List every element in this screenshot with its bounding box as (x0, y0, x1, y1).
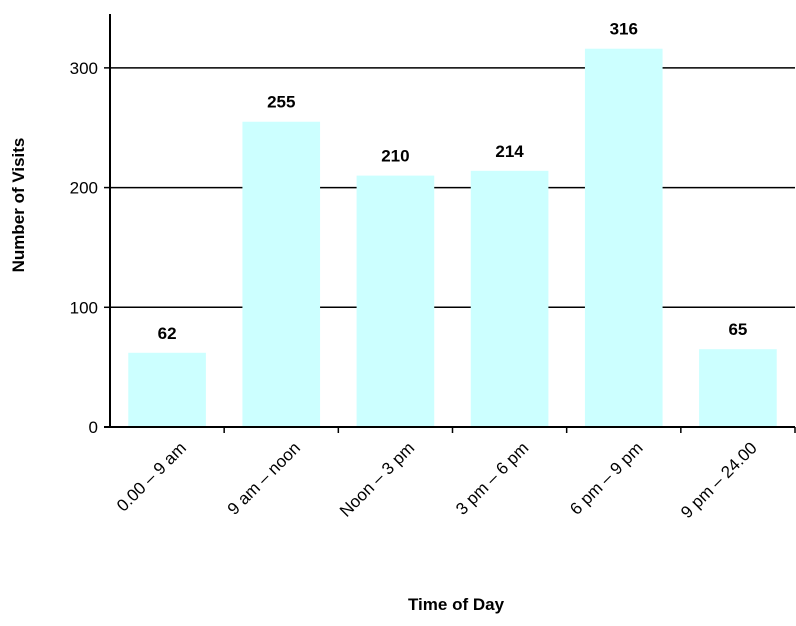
data-label: 62 (158, 324, 177, 343)
x-axis-title: Time of Day (408, 595, 505, 614)
bars (128, 48, 777, 427)
data-label: 214 (495, 142, 524, 161)
y-tick-label: 300 (70, 59, 98, 78)
bar (584, 48, 663, 427)
bar (242, 121, 321, 427)
y-tick-label: 0 (89, 418, 98, 437)
x-tick-label: 3 pm – 6 pm (452, 438, 532, 518)
data-label: 210 (381, 147, 409, 166)
bar (699, 349, 777, 427)
y-tick-label: 100 (70, 298, 98, 317)
y-tick-label: 200 (70, 179, 98, 198)
x-tick-label: Noon – 3 pm (336, 438, 418, 520)
data-label: 255 (267, 93, 295, 112)
y-axis-title: Number of Visits (9, 138, 28, 273)
data-label: 65 (728, 320, 747, 339)
gridlines (110, 67, 795, 309)
axes (104, 14, 795, 428)
x-tick-label: 9 am – noon (224, 438, 304, 518)
bar (470, 170, 549, 427)
bar (128, 352, 206, 427)
x-tick-label: 0.00 – 9 am (113, 438, 190, 515)
data-label: 316 (610, 20, 638, 39)
x-tick-label: 6 pm – 9 pm (566, 438, 646, 518)
bar (356, 175, 435, 427)
x-tick-label: 9 pm – 24.00 (677, 438, 761, 522)
